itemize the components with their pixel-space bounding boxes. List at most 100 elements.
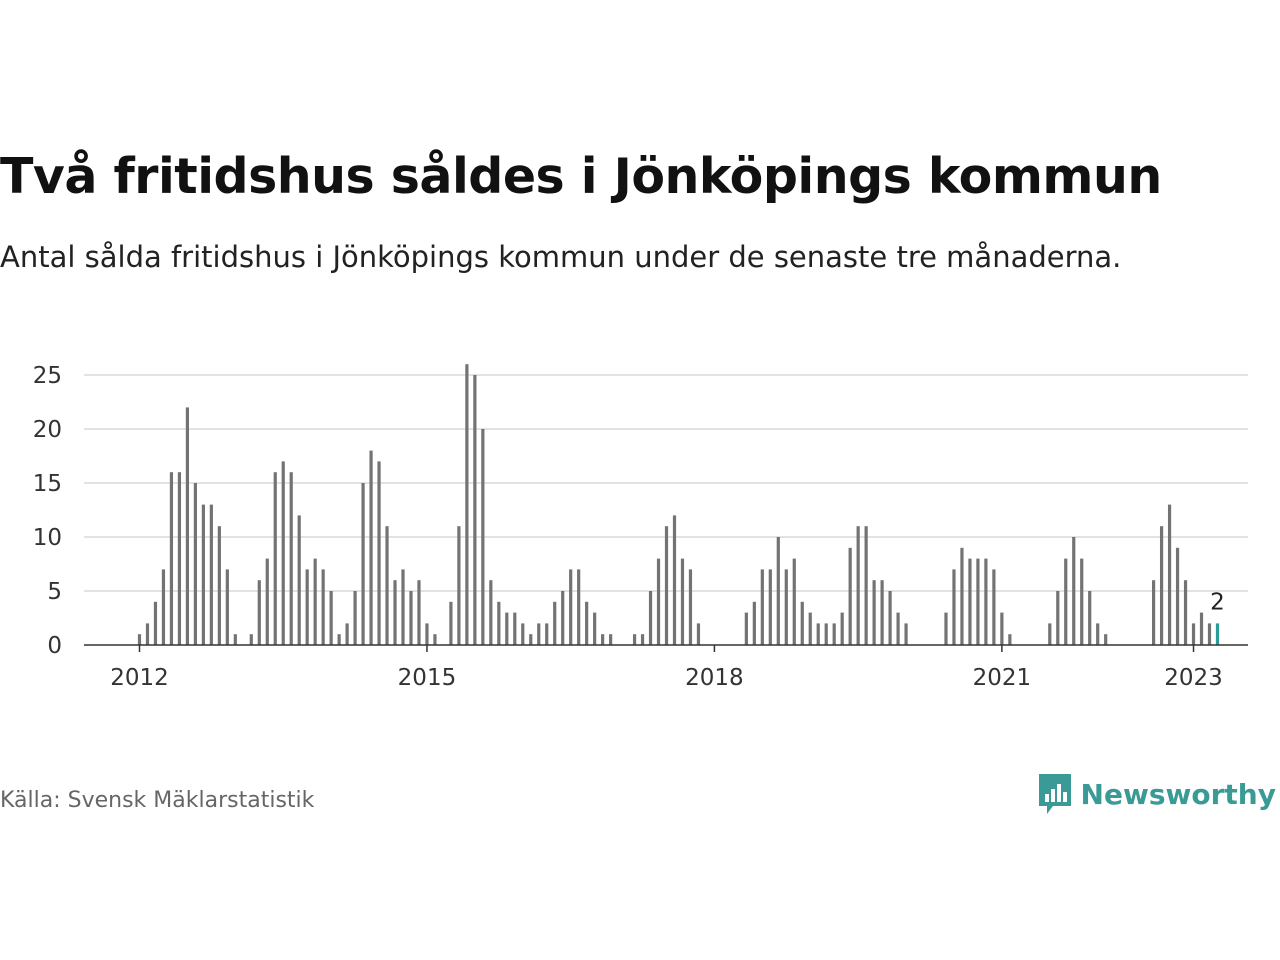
bar xyxy=(664,526,669,645)
chart-subtitle: Antal sålda fritidshus i Jönköpings komm… xyxy=(0,240,1122,274)
bar xyxy=(1167,504,1172,645)
bar xyxy=(640,634,645,645)
bar xyxy=(409,591,413,645)
x-tick-label: 2018 xyxy=(685,665,744,691)
bar xyxy=(401,569,405,645)
bar xyxy=(137,634,142,645)
bar-highlight xyxy=(1215,623,1220,645)
bar xyxy=(784,569,788,645)
bar xyxy=(569,569,573,645)
bar xyxy=(1207,623,1212,645)
bar xyxy=(177,472,182,645)
bar xyxy=(1008,634,1012,645)
bar xyxy=(161,569,166,645)
bar xyxy=(808,612,812,645)
bar xyxy=(489,580,493,645)
bar xyxy=(1175,547,1180,645)
bar xyxy=(856,526,860,645)
bar xyxy=(656,558,661,645)
bar xyxy=(457,526,461,645)
bar xyxy=(816,623,820,645)
bar xyxy=(449,601,453,645)
bar xyxy=(433,634,437,645)
bar xyxy=(1072,537,1076,645)
bar xyxy=(265,558,269,645)
y-tick-label: 25 xyxy=(33,363,62,389)
bar xyxy=(513,612,517,645)
bar xyxy=(585,601,589,645)
bar xyxy=(217,526,221,645)
bar xyxy=(824,623,828,645)
bar xyxy=(377,461,381,645)
bar xyxy=(249,634,253,645)
bar xyxy=(864,526,868,645)
bar xyxy=(233,634,237,645)
bar xyxy=(840,612,844,645)
bar xyxy=(145,623,150,645)
bar xyxy=(1000,612,1004,645)
bar xyxy=(537,623,541,645)
bar xyxy=(393,580,397,645)
x-tick-label: 2012 xyxy=(110,665,169,691)
bar xyxy=(1080,558,1084,645)
bar xyxy=(632,634,637,645)
bar xyxy=(425,623,429,645)
y-tick-label: 20 xyxy=(33,417,62,443)
bar xyxy=(792,558,796,645)
bar xyxy=(832,623,836,645)
bar xyxy=(1056,591,1060,645)
bar xyxy=(609,634,613,645)
bar xyxy=(321,569,325,645)
bar xyxy=(313,558,317,645)
bar xyxy=(952,569,956,645)
brand-name: Newsworthy xyxy=(1080,777,1276,811)
bar xyxy=(896,612,900,645)
bar xyxy=(1191,623,1196,645)
bar xyxy=(888,591,892,645)
bar xyxy=(337,634,341,645)
bar xyxy=(185,407,190,645)
bar xyxy=(1088,591,1092,645)
bar xyxy=(521,623,525,645)
bar xyxy=(353,591,357,645)
bar xyxy=(1048,623,1052,645)
bar xyxy=(1064,558,1068,645)
bar xyxy=(505,612,509,645)
y-tick-label: 15 xyxy=(33,471,62,497)
brand-logo: Newsworthy xyxy=(1037,772,1276,816)
axes: 0 5 10 15 20 25 2 2012 2015 2018 2021 2023 xyxy=(33,363,1248,691)
bar xyxy=(672,515,677,645)
bar xyxy=(561,591,565,645)
grid-lines xyxy=(84,374,1248,592)
bar-chart-speech-bubble-icon xyxy=(1038,774,1071,814)
last-value-label: 2 xyxy=(1210,589,1225,615)
bars xyxy=(137,364,1220,645)
bar xyxy=(553,601,557,645)
x-tick-label: 2023 xyxy=(1164,665,1223,691)
bar xyxy=(992,569,996,645)
bar xyxy=(345,623,349,645)
bar xyxy=(968,558,972,645)
bar xyxy=(904,623,908,645)
bar xyxy=(497,601,501,645)
bar xyxy=(481,429,485,645)
bar xyxy=(473,375,477,645)
bar xyxy=(273,472,277,645)
bar xyxy=(1151,580,1156,645)
bar xyxy=(760,569,764,645)
bar xyxy=(361,483,365,645)
x-tick-label: 2021 xyxy=(973,665,1032,691)
bar xyxy=(680,558,685,645)
bar xyxy=(1199,612,1204,645)
bar xyxy=(1104,634,1108,645)
bar xyxy=(1159,526,1164,645)
bar xyxy=(601,634,605,645)
bar xyxy=(744,612,748,645)
bar-chart: 0 5 10 15 20 25 2 2012 2015 2018 2021 2023 xyxy=(33,363,1248,691)
chart-title: Två fritidshus såldes i Jönköpings kommu… xyxy=(0,148,1162,205)
source-note: Källa: Svensk Mäklarstatistik xyxy=(0,788,315,813)
bar xyxy=(696,623,701,645)
bar xyxy=(944,612,948,645)
bar xyxy=(776,537,780,645)
bar xyxy=(529,634,533,645)
